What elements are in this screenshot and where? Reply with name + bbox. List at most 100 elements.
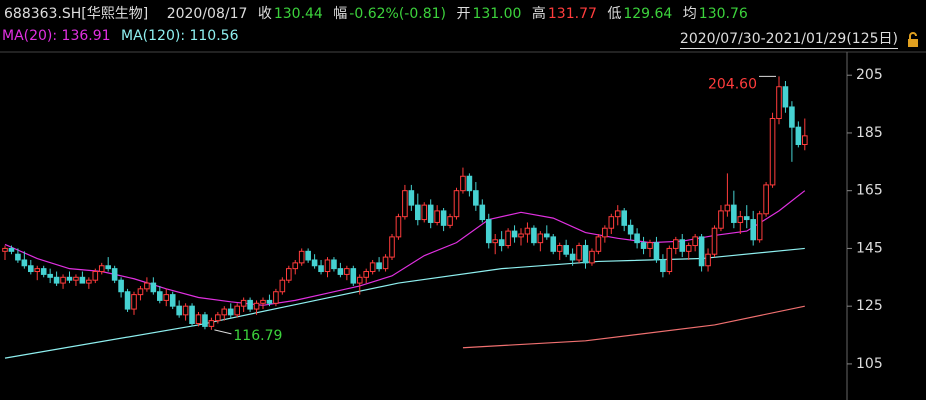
candle-body xyxy=(363,271,369,278)
value: 129.64 xyxy=(623,6,673,22)
ma-line xyxy=(4,247,805,359)
candle-body xyxy=(466,175,473,192)
candle-body xyxy=(679,239,686,252)
candle-body xyxy=(215,314,221,322)
date-range[interactable]: 2020/07/30-2021/01/29(125日) xyxy=(679,28,898,49)
candle-body xyxy=(21,259,28,267)
candle-body xyxy=(698,236,705,267)
candle-body xyxy=(227,308,234,316)
pointer xyxy=(214,329,232,335)
candle-body xyxy=(382,256,389,270)
label: 收 xyxy=(257,6,272,22)
candle-body xyxy=(685,245,692,252)
candle-body xyxy=(537,233,544,244)
candle-body xyxy=(350,268,357,284)
candle-body xyxy=(621,210,628,226)
y-tick-label: 165 xyxy=(856,183,883,199)
ma-row: MA(20): 136.91 MA(120): 110.56 xyxy=(2,28,244,44)
candle-body xyxy=(576,245,582,261)
candle-body xyxy=(589,250,595,264)
candle-body xyxy=(453,190,460,218)
quote-row: 688363.SH[华熙生物] 2020/08/17 收 130.44 幅 -0.6… xyxy=(4,3,754,23)
candle-body xyxy=(286,268,292,281)
candle-body xyxy=(782,86,789,108)
candle-body xyxy=(563,245,569,255)
candle-body xyxy=(169,294,176,307)
candle-body xyxy=(660,259,666,273)
candle-body xyxy=(311,259,318,267)
value: 131.00 xyxy=(472,6,522,22)
value: -0.62%(-0.81) xyxy=(349,6,446,22)
candle-body xyxy=(427,204,434,223)
candle-body xyxy=(202,314,208,327)
label: 均 xyxy=(682,6,697,22)
candle-body xyxy=(240,299,247,307)
candle-body xyxy=(608,216,615,229)
candle-body xyxy=(137,288,144,296)
candle-body xyxy=(28,265,34,273)
candle-body xyxy=(711,227,718,255)
candle-body xyxy=(802,135,808,145)
y-tick-label: 125 xyxy=(856,298,883,314)
value: 130.44 xyxy=(273,6,323,22)
candle-body xyxy=(614,210,621,218)
candle-body xyxy=(440,210,447,226)
date: 2020/08/17 xyxy=(166,6,248,22)
candle-body xyxy=(118,279,124,293)
candle-body xyxy=(769,118,776,186)
candle-body xyxy=(705,253,711,267)
candle-body xyxy=(595,236,602,252)
candle-body xyxy=(298,250,305,264)
candle-body xyxy=(602,227,608,238)
candle-body xyxy=(653,242,660,261)
candle-body xyxy=(402,190,408,218)
candle-body xyxy=(531,227,537,244)
candle-body xyxy=(260,299,266,304)
lock-icon[interactable] xyxy=(906,32,920,48)
candle-body xyxy=(492,239,498,244)
candle-body xyxy=(53,276,60,284)
candle-body xyxy=(40,268,47,275)
candle-body xyxy=(408,190,415,206)
candle-body xyxy=(318,265,324,273)
candle-body xyxy=(337,268,344,275)
candle-body xyxy=(511,230,518,238)
candle-body xyxy=(15,253,21,261)
candle-body xyxy=(737,216,744,223)
candle-body xyxy=(389,236,395,258)
candle-body xyxy=(221,308,228,316)
candle-body xyxy=(556,245,563,252)
candle-body xyxy=(569,253,576,261)
candle-body xyxy=(163,294,170,301)
candle-body xyxy=(60,276,66,284)
candle-body xyxy=(434,210,440,223)
candle-body xyxy=(743,216,750,221)
label: 幅 xyxy=(333,6,348,22)
candle-body xyxy=(763,184,769,215)
y-tick-label: 185 xyxy=(856,125,883,141)
candle-body xyxy=(273,291,279,304)
value: 130.76 xyxy=(698,6,748,22)
candle-body xyxy=(640,242,647,249)
candle-body xyxy=(518,233,524,238)
candle-body xyxy=(447,216,453,226)
candle-body xyxy=(79,276,86,284)
legend-ma20: MA(20): 136.91 xyxy=(2,28,111,44)
candle-body xyxy=(673,239,679,249)
candle-body xyxy=(369,262,376,273)
candle-body xyxy=(105,265,112,270)
candle-body xyxy=(2,247,8,252)
candle-body xyxy=(634,233,640,244)
candle-body xyxy=(789,106,795,128)
max-label: 204.60 xyxy=(708,76,757,92)
candle-body xyxy=(92,271,99,281)
candle-body xyxy=(750,219,757,241)
candle-body xyxy=(86,279,92,284)
candle-body xyxy=(524,227,531,235)
ma-line xyxy=(462,305,805,349)
candle-body xyxy=(415,204,421,221)
candle-body xyxy=(756,213,763,241)
candle-body xyxy=(234,305,240,316)
